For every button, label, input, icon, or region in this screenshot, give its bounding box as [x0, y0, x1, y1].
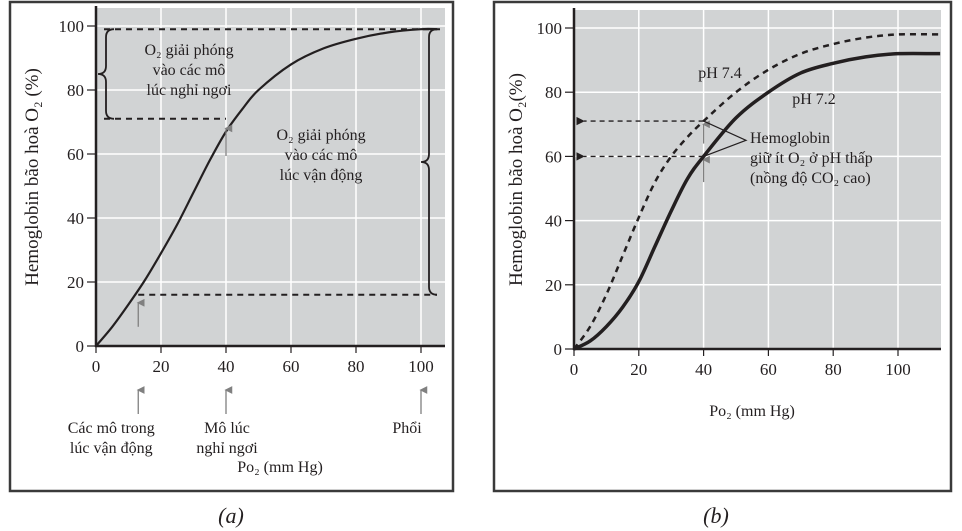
- y-tick-label: 80: [545, 83, 562, 102]
- brace-exercise: [420, 28, 438, 296]
- x-tick-label: 60: [283, 357, 300, 376]
- x-axis-label-a: Po₂ (mm Hg): [237, 459, 323, 476]
- series-line-ph-7-2: [573, 51, 941, 351]
- marker-label: Phổi: [392, 420, 422, 437]
- series-line-ph-7-4: [572, 32, 941, 350]
- annotation-exercise-release: vào các mô: [285, 147, 358, 164]
- x-tick-label: 0: [570, 360, 579, 379]
- series-label-ph72: pH 7.2: [792, 91, 836, 108]
- x-tick-label: 80: [825, 360, 842, 379]
- annotation-exercise-release: O₂ giải phóng: [276, 127, 365, 144]
- annotation-rest-release: lúc nghỉ ngơi: [147, 82, 232, 99]
- x-tick-label: 20: [630, 360, 647, 379]
- panel-label-b: (b): [703, 503, 729, 528]
- annotation-exercise-release: lúc vận động: [280, 167, 363, 184]
- annotation-note: Hemoglobin: [750, 130, 830, 147]
- x-tick-label: 40: [695, 360, 712, 379]
- y-tick-label: 20: [67, 273, 84, 292]
- annotation-note: giữ ít O₂ ở pH thấp: [750, 150, 873, 167]
- x-axis-label-b: Po₂ (mm Hg): [709, 403, 795, 420]
- y-tick-label: 100: [537, 19, 563, 38]
- x-tick-label: 0: [92, 357, 101, 376]
- y-tick-label: 60: [545, 147, 562, 166]
- annotation-note: (nồng độ CO₂ cao): [750, 170, 871, 187]
- panel-label-a: (a): [218, 503, 244, 528]
- y-tick-label: 20: [545, 276, 562, 295]
- marker-label: Mô lúc: [204, 420, 250, 437]
- x-tick-label: 40: [218, 357, 235, 376]
- y-tick-label: 100: [59, 17, 85, 36]
- y-axis-label-a: Hemoglobin bão hoà O₂ (%): [22, 68, 43, 286]
- y-tick-label: 0: [554, 340, 563, 359]
- marker-label: nghỉ ngơi: [196, 440, 258, 457]
- x-tick-label: 100: [885, 360, 911, 379]
- panel-a: 0 20 40 60 80 100 0 20 40 60 80 100 Hemoglobin bão …: [8, 0, 455, 528]
- panel-b: 0 20 40 60 80 100 0 20 40 60 80 100 Hemoglobin bão …: [492, 0, 953, 528]
- panel-a-plot-area: [96, 8, 445, 346]
- panel-b-plot-area: [574, 10, 941, 349]
- marker-label: Các mô trong: [68, 420, 155, 437]
- y-tick-label: 60: [67, 145, 84, 164]
- x-tick-label: 100: [408, 357, 434, 376]
- brace-rest: [97, 28, 115, 120]
- x-tick-label: 60: [760, 360, 777, 379]
- y-tick-label: 0: [76, 337, 85, 356]
- x-tick-label: 80: [348, 357, 365, 376]
- x-tick-label: 20: [153, 357, 170, 376]
- series-label-ph74: pH 7.4: [698, 65, 742, 82]
- y-tick-label: 40: [67, 209, 84, 228]
- y-tick-label: 80: [67, 81, 84, 100]
- bracket-pointer: [703, 120, 748, 157]
- annotation-rest-release: O₂ giải phóng: [144, 42, 233, 59]
- marker-label: lúc vận động: [70, 440, 153, 457]
- y-axis-label-b: Hemoglobin bão hoà O₂(%): [506, 73, 527, 286]
- annotation-rest-release: vào các mô: [153, 62, 226, 79]
- y-tick-label: 40: [545, 212, 562, 231]
